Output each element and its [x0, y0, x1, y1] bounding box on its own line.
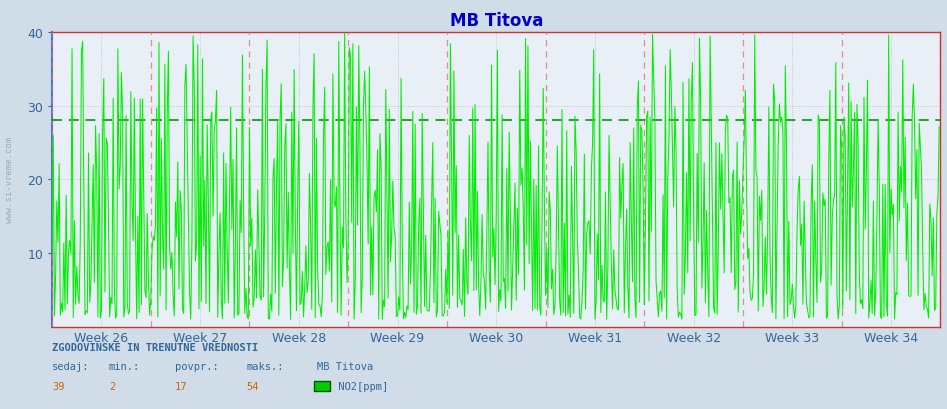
Text: www.si-vreme.com: www.si-vreme.com — [5, 137, 14, 223]
Text: MB Titova: MB Titova — [317, 361, 373, 371]
Text: 39: 39 — [52, 381, 64, 391]
Text: povpr.:: povpr.: — [175, 361, 219, 371]
Text: ZGODOVINSKE IN TRENUTNE VREDNOSTI: ZGODOVINSKE IN TRENUTNE VREDNOSTI — [52, 342, 259, 352]
Text: sedaj:: sedaj: — [52, 361, 90, 371]
Text: maks.:: maks.: — [246, 361, 284, 371]
Text: 17: 17 — [175, 381, 188, 391]
Text: NO2[ppm]: NO2[ppm] — [332, 381, 388, 391]
Text: 2: 2 — [109, 381, 116, 391]
Text: 54: 54 — [246, 381, 259, 391]
Text: min.:: min.: — [109, 361, 140, 371]
Title: MB Titova: MB Titova — [450, 12, 543, 30]
